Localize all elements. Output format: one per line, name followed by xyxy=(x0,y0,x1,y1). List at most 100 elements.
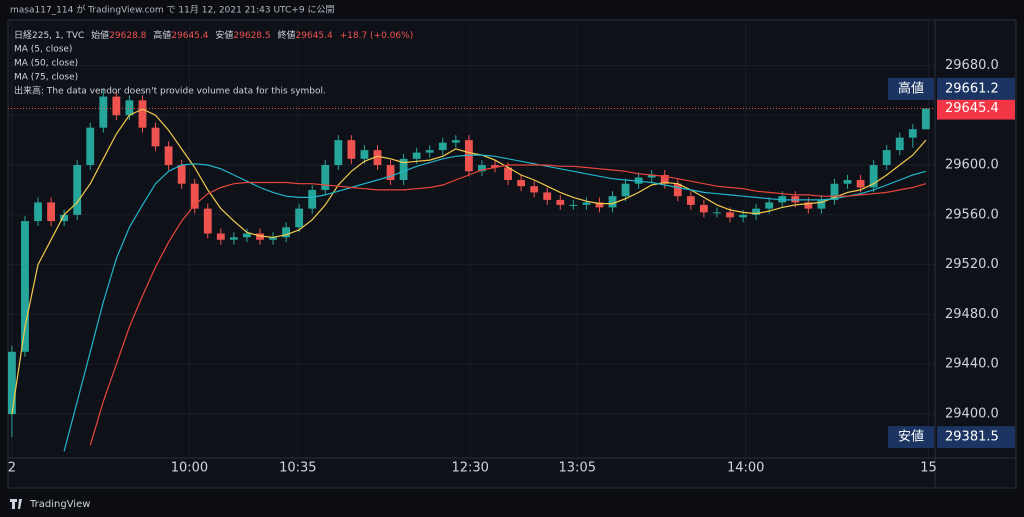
price-tag-box xyxy=(937,77,1015,100)
ohlc-value: 29628.5 xyxy=(233,31,270,41)
candle-body xyxy=(882,150,891,166)
candle-body xyxy=(373,150,382,166)
candle-body xyxy=(399,158,408,180)
y-tick-label: 29440.0 xyxy=(945,357,999,372)
candle-body xyxy=(151,127,160,147)
legend-line: 日経225, 1, TVC 始値29628.8 高値29645.4 安値2962… xyxy=(14,29,413,41)
y-tick-label: 29560.0 xyxy=(945,207,999,222)
x-tick-label: 10:35 xyxy=(279,461,316,476)
price-tag-label: 安値 xyxy=(898,429,924,445)
candle-body xyxy=(243,233,251,238)
candle-body xyxy=(517,179,526,187)
candle-body xyxy=(791,196,800,203)
candle-body xyxy=(21,221,29,352)
y-tick-label: 29520.0 xyxy=(945,257,999,272)
candle-body xyxy=(908,129,917,138)
candle-body xyxy=(765,202,774,209)
candle-body xyxy=(125,100,134,116)
candle-body xyxy=(60,214,69,222)
candle-body xyxy=(543,192,552,200)
ohlc-value: 29628.8 xyxy=(109,31,146,41)
x-tick-label: 12:30 xyxy=(451,461,488,476)
candle-body xyxy=(660,175,669,184)
y-tick-label: 29680.0 xyxy=(945,58,999,73)
candle-body xyxy=(308,189,317,209)
ma-label: MA (50, close) xyxy=(14,59,78,69)
candle-body xyxy=(869,165,878,188)
y-tick-label: 29480.0 xyxy=(945,307,999,322)
header: masa117_114 が TradingView.com で 11月 12, … xyxy=(10,4,334,16)
candle-body xyxy=(478,165,486,172)
ohlc-value: 29645.4 xyxy=(296,31,333,41)
candle-body xyxy=(830,183,839,200)
candle-body xyxy=(556,199,565,205)
candle-body xyxy=(491,165,499,168)
candle-body xyxy=(673,183,682,197)
ma-line xyxy=(89,164,927,446)
y-tick-label: 29600.0 xyxy=(945,158,999,173)
candle-body xyxy=(269,237,277,240)
candle-body xyxy=(647,175,656,178)
grid xyxy=(8,20,935,458)
candle-body xyxy=(256,233,264,240)
plot-frame xyxy=(7,19,1017,489)
y-tick-label: 29400.0 xyxy=(945,407,999,422)
candle-body xyxy=(164,146,173,166)
x-tick-label: 13:05 xyxy=(559,461,596,476)
price-tag-label: 高値 xyxy=(898,80,924,96)
candle-body xyxy=(138,100,147,128)
candle-body xyxy=(229,237,238,240)
candle-body xyxy=(190,183,199,209)
candle-body xyxy=(203,208,212,234)
ma-label: MA (5, close) xyxy=(14,45,72,55)
brand-logo xyxy=(10,499,22,509)
symbol: 日経225, 1, TVC xyxy=(14,29,84,41)
x-tick-label: 2 xyxy=(8,461,16,476)
candle-body xyxy=(347,140,356,159)
candle-body xyxy=(504,167,512,180)
ohlc-label: 始値 xyxy=(91,29,109,41)
brand: TradingView xyxy=(10,499,90,510)
ma-label: MA (75, close) xyxy=(14,73,78,83)
candle-body xyxy=(47,202,56,222)
current-price-value: 29645.4 xyxy=(945,101,999,116)
candle-body xyxy=(856,179,865,188)
change: +18.7 (+0.06%) xyxy=(340,31,414,41)
candle-body xyxy=(112,96,121,116)
price-tag-value: 29661.2 xyxy=(945,81,999,96)
candle-body xyxy=(713,212,721,214)
candle-body xyxy=(99,96,108,128)
candle-body xyxy=(34,202,42,222)
price-tag-value: 29381.5 xyxy=(945,430,999,445)
overlay: 29400.0 29440.0 29480.0 29520.0 29560.0 29600… xyxy=(8,58,1015,476)
candle-body xyxy=(73,165,82,215)
candle-body xyxy=(86,127,95,166)
candle-body xyxy=(582,202,591,205)
candle-body xyxy=(843,179,852,184)
candle-body xyxy=(451,140,460,143)
candle-body xyxy=(739,214,747,218)
candle-body xyxy=(608,196,617,208)
price-tag-box xyxy=(937,426,1015,449)
ohlc-value: 29645.4 xyxy=(171,31,208,41)
candle-body xyxy=(895,137,904,151)
ohlc-label: 高値 xyxy=(153,29,171,41)
candle-body xyxy=(177,165,186,184)
current-price-tag xyxy=(937,97,1015,120)
candle-body xyxy=(8,351,16,415)
candle-body xyxy=(778,196,787,203)
ohlc-label: 終値 xyxy=(278,29,296,41)
candle-body xyxy=(321,165,330,190)
candle-body xyxy=(686,196,695,205)
ohlc-label: 安値 xyxy=(215,29,233,41)
candle-body xyxy=(360,150,369,159)
candle-body xyxy=(921,108,930,130)
candle-body xyxy=(804,202,813,209)
candle-body xyxy=(464,140,473,172)
candle-body xyxy=(595,202,604,208)
ma-line xyxy=(63,154,927,452)
x-tick-label: 14:00 xyxy=(727,461,764,476)
candle-body xyxy=(295,208,304,228)
